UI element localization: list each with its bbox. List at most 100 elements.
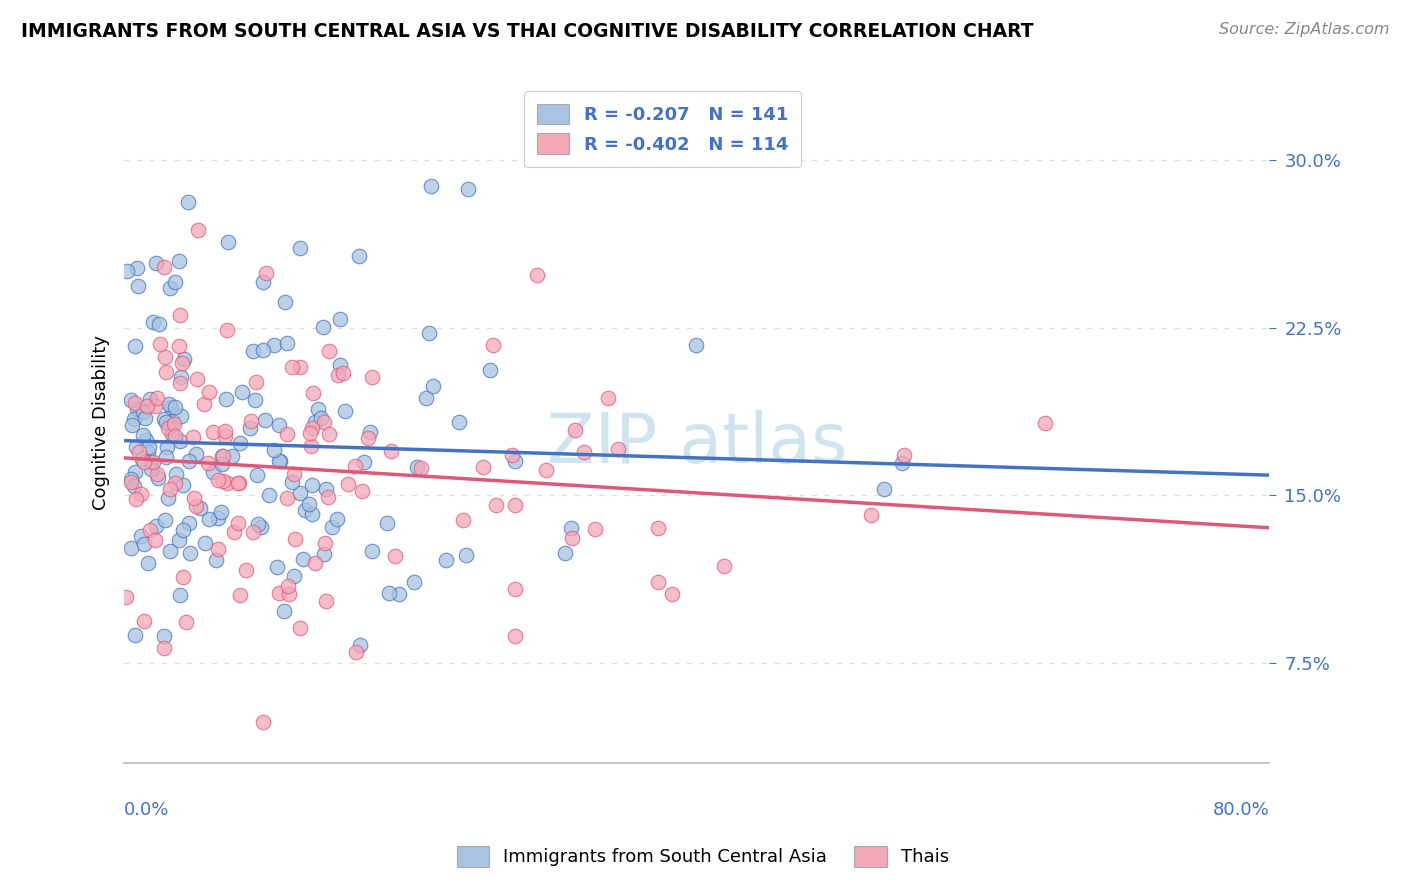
Point (127, 279, 149, 293)
Point (350, 484, 373, 499)
Point (318, 427, 340, 442)
Point (142, 315, 165, 329)
Point (211, 450, 233, 464)
Point (420, 179, 443, 194)
Point (257, 488, 280, 502)
Point (298, 497, 321, 511)
Point (172, 477, 194, 491)
Point (503, 454, 526, 468)
Point (404, 574, 426, 589)
Point (384, 549, 406, 563)
Point (197, 385, 219, 400)
Point (184, 499, 207, 513)
Point (146, 391, 169, 405)
Point (318, 490, 340, 504)
Point (554, 546, 576, 560)
Point (153, 629, 176, 643)
Point (277, 578, 299, 592)
Point (572, 445, 595, 459)
Point (273, 604, 295, 618)
Point (418, 326, 440, 341)
Point (269, 418, 291, 433)
Point (156, 491, 179, 505)
Point (240, 414, 263, 428)
Point (198, 512, 221, 526)
Text: ZIP atlas: ZIP atlas (547, 409, 846, 476)
Point (301, 439, 323, 453)
Point (447, 416, 470, 430)
Point (478, 363, 501, 377)
Point (124, 478, 146, 492)
Point (124, 339, 146, 353)
Point (153, 412, 176, 426)
Point (269, 586, 291, 600)
Point (127, 260, 149, 275)
Point (155, 415, 177, 429)
Point (188, 500, 211, 515)
Point (120, 475, 142, 489)
Point (132, 427, 155, 442)
Point (142, 454, 165, 468)
Text: IMMIGRANTS FROM SOUTH CENTRAL ASIA VS THAI COGNITIVE DISABILITY CORRELATION CHAR: IMMIGRANTS FROM SOUTH CENTRAL ASIA VS TH… (21, 22, 1033, 41)
Point (314, 536, 336, 550)
Point (156, 441, 179, 455)
Y-axis label: Cognitive Disability: Cognitive Disability (93, 335, 110, 510)
Point (859, 508, 882, 522)
Point (501, 448, 523, 462)
Point (276, 491, 298, 506)
Point (149, 337, 172, 351)
Point (169, 587, 191, 601)
Point (169, 434, 191, 449)
Point (153, 350, 176, 364)
Point (485, 498, 508, 512)
Point (304, 415, 326, 429)
Point (155, 450, 177, 465)
Point (205, 553, 228, 567)
Point (252, 275, 274, 289)
Point (148, 471, 170, 485)
Point (314, 415, 336, 429)
Point (160, 400, 183, 414)
Point (281, 475, 304, 490)
Point (326, 511, 349, 525)
Point (409, 461, 432, 475)
Point (173, 352, 195, 367)
Point (169, 338, 191, 352)
Point (214, 424, 236, 438)
Point (159, 544, 181, 558)
Point (564, 423, 586, 437)
Point (685, 337, 707, 351)
Point (124, 411, 146, 425)
Point (186, 447, 208, 461)
Point (172, 570, 194, 584)
Point (288, 241, 311, 255)
Point (299, 426, 322, 441)
Point (457, 182, 479, 196)
Point (288, 621, 311, 635)
Point (207, 473, 229, 487)
Point (163, 417, 186, 431)
Point (134, 537, 156, 551)
Point (120, 541, 142, 555)
Point (307, 402, 329, 417)
Point (361, 544, 384, 558)
Point (228, 588, 250, 602)
Point (159, 483, 181, 497)
Point (120, 393, 142, 408)
Point (228, 475, 250, 490)
Point (503, 582, 526, 596)
Point (333, 404, 356, 418)
Point (252, 715, 274, 730)
Point (451, 513, 474, 527)
Point (128, 445, 150, 459)
Point (375, 516, 398, 531)
Point (132, 454, 155, 468)
Point (152, 260, 174, 274)
Point (647, 521, 669, 535)
Point (115, 590, 138, 604)
Point (131, 452, 153, 467)
Point (301, 507, 323, 521)
Point (224, 524, 246, 539)
Point (344, 458, 367, 473)
Point (134, 410, 156, 425)
